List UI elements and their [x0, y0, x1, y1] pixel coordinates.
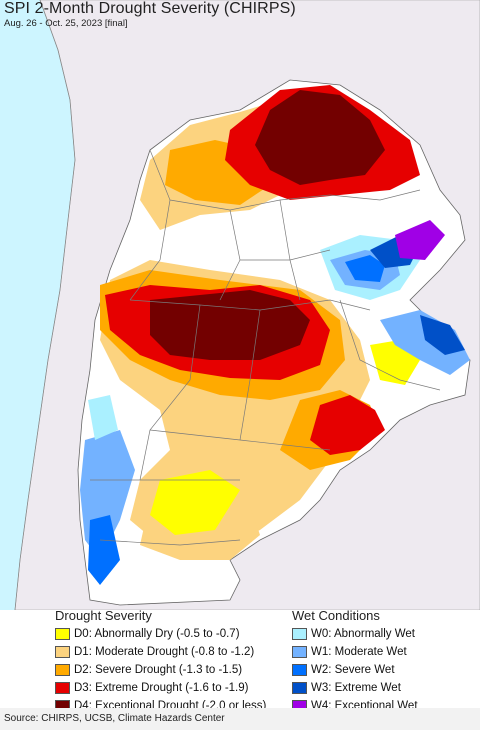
w4-area	[395, 220, 445, 260]
legend-label-d2: D2: Severe Drought (-1.3 to -1.5)	[74, 664, 243, 676]
legend-swatch-d3	[55, 682, 70, 694]
legend-item-w3: W3: Extreme Wet	[292, 680, 401, 696]
source-credit: Source: CHIRPS, UCSB, Climate Hazards Ce…	[4, 713, 225, 724]
legend-item-w0: W0: Abnormally Wet	[292, 626, 415, 642]
legend-label-w2: W2: Severe Wet	[311, 664, 395, 676]
legend-item-w1: W1: Moderate Wet	[292, 644, 407, 660]
borders	[90, 149, 441, 546]
legend-item-d2: D2: Severe Drought (-1.3 to -1.5)	[55, 662, 242, 678]
legend-swatch-w2	[292, 664, 307, 676]
legend-item-d0: D0: Abnormally Dry (-0.5 to -0.7)	[55, 626, 240, 642]
chile-coast	[14, 0, 76, 610]
w-area-southwest-light	[88, 395, 118, 440]
legend-swatch-d2	[55, 664, 70, 676]
legend-swatch-d1	[55, 646, 70, 658]
legend-label-d1: D1: Moderate Drought (-0.8 to -1.2)	[74, 646, 255, 658]
w2-area	[345, 255, 385, 282]
footer-bar	[0, 708, 480, 730]
legend-label-w1: W1: Moderate Wet	[311, 646, 407, 658]
drought-map	[0, 0, 480, 610]
legend-label-w3: W3: Extreme Wet	[311, 682, 401, 694]
d4-area-north	[255, 90, 385, 185]
d3-area-southeast	[310, 395, 385, 455]
map-subtitle: Aug. 26 - Oct. 25, 2023 [final]	[4, 18, 128, 29]
legend-label-d3: D3: Extreme Drought (-1.6 to -1.9)	[74, 682, 249, 694]
legend-item-w2: W2: Severe Wet	[292, 662, 395, 678]
d4-area-central	[150, 290, 310, 360]
legend-swatch-w1	[292, 646, 307, 658]
legend-item-d3: D3: Extreme Drought (-1.6 to -1.9)	[55, 680, 248, 696]
w-area-east-dark	[420, 315, 465, 355]
d0-area	[150, 470, 240, 535]
legend-swatch-w0	[292, 628, 307, 640]
legend-swatch-d0	[55, 628, 70, 640]
w-area-southwest-dark	[88, 515, 120, 585]
legend-label-w0: W0: Abnormally Wet	[311, 628, 415, 640]
legend-item-d1: D1: Moderate Drought (-0.8 to -1.2)	[55, 644, 254, 660]
legend-label-d0: D0: Abnormally Dry (-0.5 to -0.7)	[74, 628, 240, 640]
map-title: SPI 2-Month Drought Severity (CHIRPS)	[4, 0, 296, 17]
wet-legend-title: Wet Conditions	[292, 608, 380, 623]
drought-legend-title: Drought Severity	[55, 608, 152, 623]
legend-swatch-w3	[292, 682, 307, 694]
